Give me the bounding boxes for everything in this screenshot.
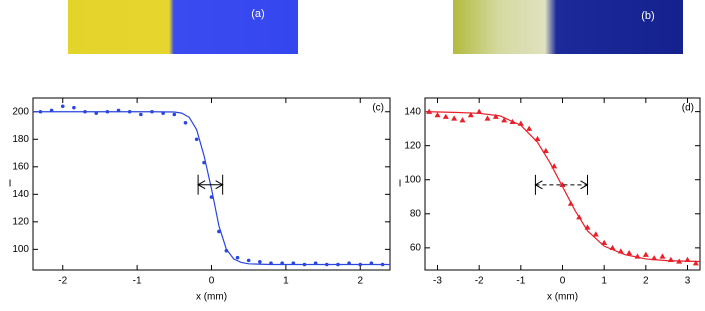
y-tick-label: 80 (410, 208, 422, 219)
y-tick-label: 180 (12, 134, 29, 145)
x-axis-label: x (mm) (196, 292, 227, 303)
x-axis-label: x (mm) (547, 292, 578, 303)
data-point (72, 105, 76, 110)
y-axis-label: I (399, 179, 402, 190)
data-point (592, 231, 599, 237)
photo-label: (b) (641, 10, 654, 22)
photo-label: (a) (251, 8, 264, 20)
y-tick-label: 200 (12, 106, 29, 117)
x-tick-label: 3 (685, 276, 691, 287)
data-point (492, 113, 499, 119)
y-tick-label: 120 (404, 140, 421, 151)
data-point (235, 255, 240, 260)
x-tick-label: -3 (433, 276, 442, 287)
data-point (246, 258, 251, 263)
data-point (60, 104, 65, 109)
photo-a (68, 0, 298, 54)
y-tick-label: 60 (410, 243, 422, 254)
data-point (183, 120, 188, 125)
width-arrow (534, 174, 589, 195)
y-tick-label: 100 (404, 174, 421, 185)
x-tick-label: 0 (209, 276, 215, 287)
x-tick-label: -1 (516, 276, 525, 287)
data-point (601, 239, 608, 245)
data-point (258, 259, 262, 264)
data-point (451, 115, 458, 121)
panel-label: (c) (372, 103, 384, 114)
data-point (559, 181, 566, 188)
y-tick-label: 120 (12, 216, 29, 227)
x-tick-label: 1 (601, 276, 607, 287)
data-point (434, 112, 441, 118)
data-point (459, 117, 466, 123)
data-point (534, 135, 541, 142)
fit-line (33, 111, 390, 266)
data-point (526, 125, 533, 131)
data-point (484, 115, 491, 121)
plot-frame (32, 97, 391, 271)
x-tick-label: 0 (560, 276, 566, 287)
data-point (467, 112, 474, 118)
data-point (476, 108, 483, 114)
x-tick-label: 1 (283, 276, 289, 287)
data-point (501, 117, 508, 123)
data-point (139, 112, 143, 117)
panel-label: (d) (682, 103, 694, 114)
data-point (542, 147, 549, 153)
y-tick-label: 100 (12, 244, 29, 255)
y-tick-label: 160 (12, 161, 29, 172)
data-point (172, 112, 177, 117)
x-tick-label: -2 (475, 276, 484, 287)
data-point (626, 249, 633, 256)
x-tick-label: -2 (58, 276, 67, 287)
data-point (659, 253, 666, 259)
x-tick-label: -1 (133, 276, 142, 287)
y-tick-label: 140 (404, 106, 421, 117)
y-tick-label: 140 (12, 189, 29, 200)
data-point (692, 260, 699, 266)
x-tick-label: 2 (643, 276, 649, 287)
fit-line (424, 111, 701, 263)
x-tick-label: 2 (357, 276, 363, 287)
data-point (194, 137, 199, 142)
width-arrow (197, 174, 224, 195)
data-point (642, 251, 649, 257)
y-axis-label: I (9, 179, 12, 190)
data-point (442, 113, 449, 119)
photo-b (453, 0, 683, 54)
